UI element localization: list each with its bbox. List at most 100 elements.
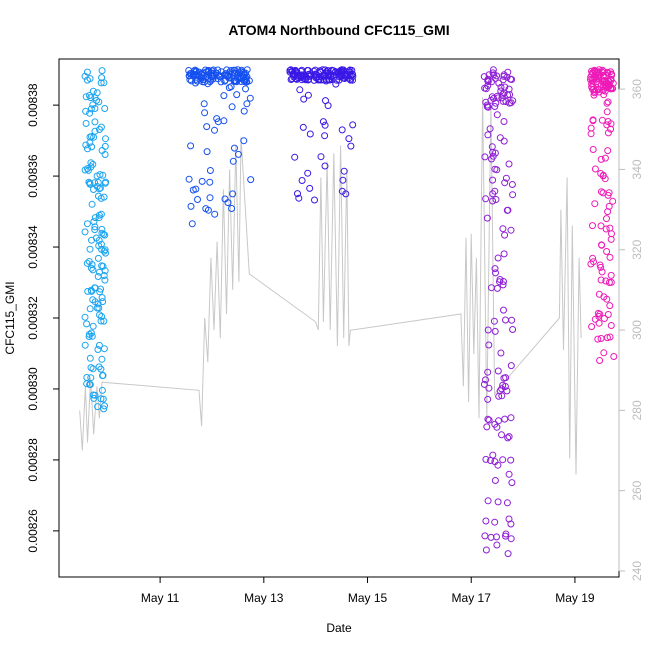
data-point-flight-1 — [97, 317, 105, 325]
data-point-flight-5 — [595, 66, 603, 74]
y2-tick-label: 360 — [630, 79, 644, 99]
data-point-flight-1 — [101, 142, 109, 150]
plot-area-frame — [58, 58, 620, 578]
data-point-flight-5 — [599, 67, 607, 75]
data-point-flight-1 — [102, 135, 109, 143]
data-point-flight-4 — [489, 176, 497, 184]
data-point-flight-4 — [482, 376, 489, 384]
data-point-flight-3 — [304, 169, 312, 177]
data-point-flight-3 — [291, 153, 299, 161]
data-point-flight-2 — [209, 66, 217, 74]
data-point-flight-3 — [299, 123, 307, 131]
data-point-flight-4 — [500, 306, 507, 314]
data-point-flight-2 — [192, 79, 199, 87]
data-point-flight-1 — [97, 395, 105, 403]
data-point-flight-4 — [507, 414, 515, 422]
data-point-flight-4 — [489, 451, 497, 459]
data-point-flight-4 — [484, 131, 492, 139]
data-point-flight-4 — [491, 149, 499, 157]
data-point-flight-2 — [243, 78, 251, 86]
data-point-flight-2 — [234, 150, 242, 158]
data-point-flight-3 — [347, 142, 355, 150]
data-point-flight-5 — [600, 349, 608, 357]
data-point-flight-5 — [610, 353, 618, 360]
data-point-flight-4 — [496, 387, 504, 395]
data-point-flight-4 — [494, 367, 502, 375]
data-point-flight-2 — [228, 205, 236, 212]
data-point-flight-4 — [489, 66, 497, 74]
data-point-flight-5 — [604, 129, 612, 137]
data-point-flight-1 — [89, 101, 97, 109]
data-point-flight-5 — [604, 147, 612, 155]
data-point-flight-5 — [598, 268, 606, 276]
data-point-flight-5 — [606, 253, 614, 261]
data-point-flight-4 — [501, 179, 509, 187]
data-point-flight-1 — [98, 355, 106, 363]
data-point-flight-4 — [481, 532, 489, 540]
data-point-flight-1 — [88, 200, 96, 208]
data-point-flight-4 — [488, 143, 496, 151]
data-points-layer — [81, 66, 618, 558]
data-point-flight-4 — [493, 111, 501, 119]
data-point-flight-1 — [87, 374, 95, 382]
data-point-flight-1 — [86, 245, 94, 253]
data-point-flight-3 — [296, 86, 304, 94]
data-point-flight-2 — [229, 157, 237, 165]
data-point-flight-4 — [504, 550, 512, 558]
data-point-flight-2 — [211, 126, 218, 134]
data-point-flight-4 — [501, 415, 509, 423]
data-point-flight-3 — [294, 190, 301, 198]
data-point-flight-1 — [81, 313, 89, 321]
data-point-flight-4 — [484, 497, 492, 505]
data-point-flight-1 — [95, 363, 103, 371]
data-point-flight-1 — [82, 107, 90, 115]
data-point-flight-1 — [97, 79, 105, 87]
data-point-flight-4 — [482, 455, 490, 463]
data-point-flight-3 — [328, 76, 336, 83]
y-axis-right: 240 260 280 300 320 340 360 — [618, 79, 644, 581]
data-point-flight-4 — [489, 197, 497, 205]
data-point-flight-1 — [102, 249, 109, 257]
y2-tick-label: 240 — [630, 561, 644, 581]
data-point-flight-4 — [500, 72, 508, 80]
data-point-flight-2 — [187, 202, 195, 210]
data-point-flight-1 — [84, 287, 92, 295]
data-point-flight-1 — [98, 386, 106, 394]
data-point-flight-3 — [298, 73, 306, 81]
data-point-flight-2 — [230, 66, 238, 74]
data-point-flight-3 — [325, 76, 333, 84]
data-point-flight-3 — [304, 91, 312, 99]
data-point-flight-2 — [243, 100, 251, 108]
data-point-flight-3 — [324, 67, 332, 75]
data-point-flight-5 — [604, 311, 612, 318]
data-point-flight-3 — [322, 97, 329, 105]
data-point-flight-5 — [591, 200, 599, 208]
data-point-flight-3 — [300, 95, 308, 103]
data-point-flight-4 — [494, 254, 502, 262]
data-point-flight-1 — [95, 341, 103, 349]
data-point-flight-5 — [606, 302, 614, 310]
data-point-flight-5 — [607, 75, 615, 83]
data-point-flight-4 — [481, 84, 489, 92]
data-point-flight-4 — [502, 532, 509, 540]
data-point-flight-1 — [95, 185, 103, 193]
data-point-flight-1 — [100, 405, 108, 413]
data-point-flight-1 — [86, 305, 94, 313]
data-point-flight-2 — [198, 177, 206, 185]
data-point-flight-4 — [495, 79, 503, 87]
data-point-flight-2 — [202, 68, 210, 76]
data-point-flight-2 — [220, 92, 228, 100]
data-point-flight-2 — [200, 78, 208, 86]
data-point-flight-4 — [498, 431, 505, 439]
data-point-flight-5 — [607, 125, 615, 133]
data-point-flight-4 — [494, 461, 502, 469]
data-point-flight-2 — [240, 71, 248, 79]
data-point-flight-4 — [484, 326, 492, 334]
y2-tick-label: 260 — [630, 480, 644, 500]
data-point-flight-4 — [491, 187, 499, 195]
data-point-flight-1 — [100, 79, 108, 87]
data-point-flight-4 — [505, 160, 513, 168]
data-point-flight-5 — [589, 146, 597, 153]
data-point-flight-1 — [81, 341, 89, 349]
data-point-flight-1 — [86, 381, 94, 388]
